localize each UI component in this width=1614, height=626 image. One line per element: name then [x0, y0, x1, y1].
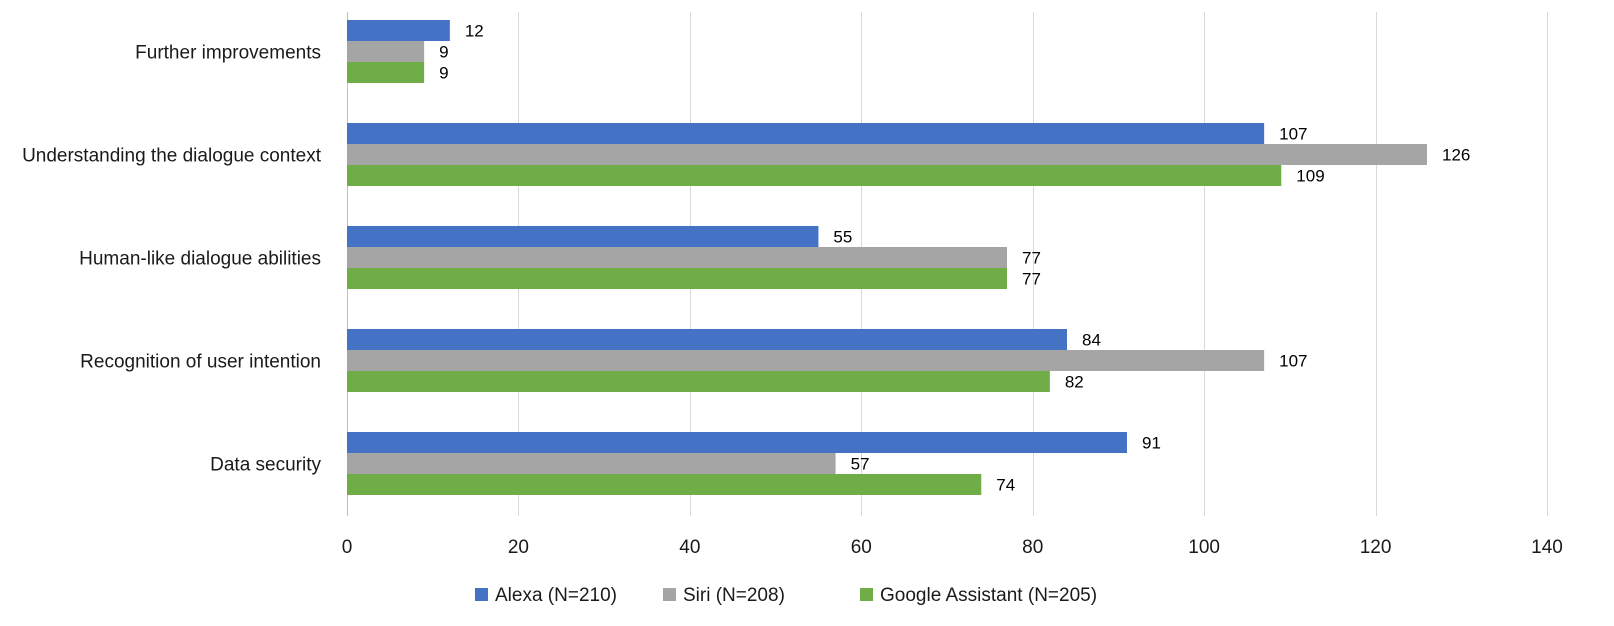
data-label: 74 [996, 476, 1015, 495]
category-label: Further improvements [135, 43, 321, 64]
category-label: Human-like dialogue abilities [79, 249, 321, 270]
bar [347, 453, 836, 474]
data-label: 107 [1279, 125, 1307, 144]
x-tick-label: 100 [1188, 537, 1220, 558]
category-label: Data security [210, 455, 321, 476]
bar [347, 268, 1007, 289]
data-label: 109 [1296, 167, 1324, 186]
data-label: 82 [1065, 373, 1084, 392]
data-label: 107 [1279, 352, 1307, 371]
data-label: 55 [833, 228, 852, 247]
bar [347, 123, 1265, 144]
x-tick-label: 20 [508, 537, 529, 558]
category-label: Understanding the dialogue context [22, 146, 322, 167]
label-layer: 0 20 40 60 80 100 120 140 12 9 9 Further improvemen… [22, 22, 1563, 559]
legend-label: Alexa (N=210) [495, 585, 617, 606]
data-label: 126 [1442, 146, 1470, 165]
data-label: 77 [1022, 270, 1041, 289]
data-label: 77 [1022, 249, 1041, 268]
bar [347, 350, 1265, 371]
bar [347, 371, 1050, 392]
data-label: 9 [439, 64, 448, 83]
bar [347, 20, 450, 41]
data-label: 9 [439, 43, 448, 62]
x-tick-label: 80 [1022, 537, 1043, 558]
bar [347, 474, 982, 495]
x-tick-label: 0 [342, 537, 353, 558]
x-tick-label: 120 [1360, 537, 1392, 558]
legend-swatch [663, 588, 676, 601]
legend: Alexa (N=210) Siri (N=208) Google Assistan… [475, 585, 1097, 606]
data-label: 84 [1082, 331, 1101, 350]
bar [347, 432, 1127, 453]
bar [347, 144, 1427, 165]
legend-label: Siri (N=208) [683, 585, 785, 606]
bar [347, 41, 425, 62]
bar-layer [347, 20, 1427, 495]
data-label: 91 [1142, 434, 1161, 453]
category-label: Recognition of user intention [80, 352, 321, 373]
bar [347, 247, 1007, 268]
x-tick-label: 60 [851, 537, 872, 558]
bar [347, 165, 1282, 186]
legend-label: Google Assistant (N=205) [880, 585, 1097, 606]
legend-swatch [475, 588, 488, 601]
bar [347, 62, 425, 83]
x-tick-label: 140 [1531, 537, 1563, 558]
legend-swatch [860, 588, 873, 601]
bar [347, 329, 1067, 350]
data-label: 12 [465, 22, 484, 41]
bar [347, 226, 819, 247]
x-tick-label: 40 [679, 537, 700, 558]
data-label: 57 [851, 455, 870, 474]
